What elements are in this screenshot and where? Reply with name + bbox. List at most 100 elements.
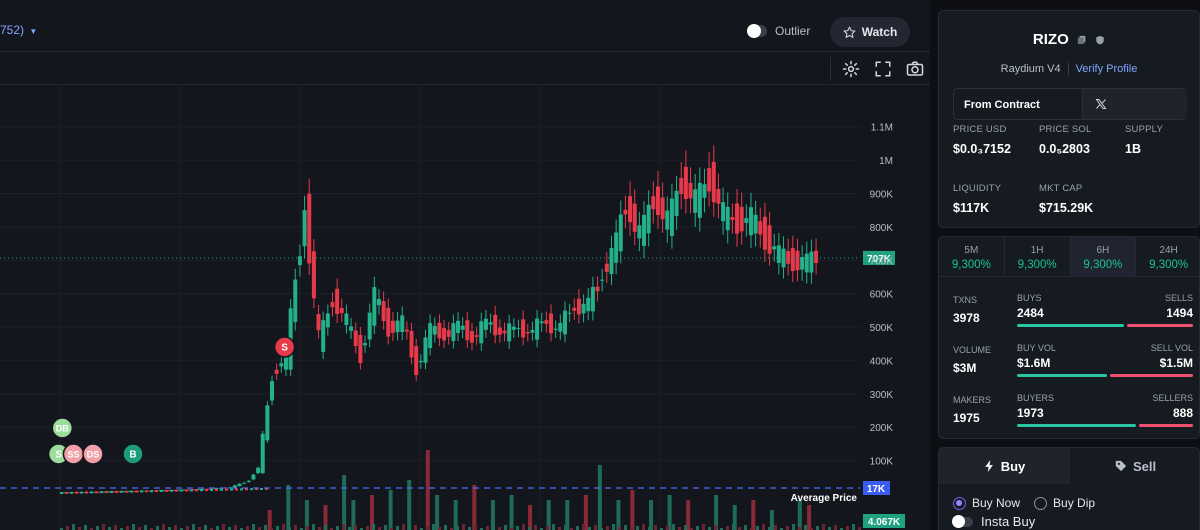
volume-bar [751,500,756,530]
settings-icon[interactable] [842,60,860,78]
volume-bar [750,528,753,530]
candle-body [525,332,530,334]
buy-tab[interactable]: Buy [939,448,1070,484]
candle-body [586,297,591,312]
volume-label: VOLUME [953,345,992,355]
verify-profile-link[interactable]: Verify Profile [1075,63,1138,75]
buy-vol-bar-fill [1017,374,1107,377]
x-social-button[interactable] [1082,89,1187,119]
candle-body [335,288,340,314]
volume-bar [786,526,789,530]
volume-bar [846,526,849,530]
candle-body [516,328,521,330]
volume-bar [797,500,802,530]
candle-body [511,326,516,330]
volume-bar [425,450,430,530]
copy-icon[interactable] [1077,35,1087,45]
volume-bar [252,524,255,530]
volume-bar [66,526,69,530]
sells-value: 1494 [1166,306,1193,320]
volume-bar [102,524,105,530]
pair-selector[interactable]: 752) ▼ [0,23,37,37]
candle-body [293,279,298,322]
buy-dip-radio[interactable]: Buy Dip [1034,496,1095,510]
token-header: RIZO [939,31,1199,48]
volume-bar [388,490,393,530]
volume-bar [240,528,243,530]
candle-body [115,490,118,493]
volume-bar [490,500,495,530]
tab-24h[interactable]: 24H 9,300% [1136,237,1200,276]
tab-6h[interactable]: 6H 9,300% [1070,237,1137,276]
volume-bar [444,525,447,530]
supply-stat: SUPPLY 1B [1125,124,1163,156]
camera-icon[interactable] [905,60,925,78]
candle-body [418,360,423,363]
tab-pct: 9,300% [1017,259,1057,271]
tab-5m[interactable]: 5M 9,300% [939,237,1005,276]
volume-bar [267,510,272,530]
candle-body [567,312,572,314]
volume-bar [472,485,477,530]
volume-tag [863,514,905,528]
sell-tab[interactable]: Sell [1070,448,1200,484]
volume-bar [432,524,435,530]
candles [60,145,819,494]
candle-body [707,168,712,192]
insta-buy-toggle[interactable] [952,514,973,528]
candle-body [195,489,198,492]
candle-body [246,480,251,482]
price-axis: 1.1M 1M 900K 800K 700K 600K 500K 400K 300K 200K 10… [870,123,894,468]
tab-1h[interactable]: 1H 9,300% [1005,237,1071,276]
volume-bar [276,526,279,530]
volume-bar [294,525,297,530]
mktcap-label: MKT CAP [1039,183,1083,194]
volume-bar [720,528,723,530]
side-panel: RIZO Raydium V4 Verify Profile From Contr… [938,0,1200,530]
candle-body [549,313,554,334]
volume-bar [120,528,123,530]
candle-body [711,161,716,203]
supply-value: 1B [1125,142,1141,156]
candle-body [479,321,484,344]
buy-sell-vol-metric: BUY VOL SELL VOL $1.6M $1.5M [1017,343,1193,377]
marker-circle [82,443,104,465]
y-tick-label: 300K [870,390,894,401]
volume-bar [180,528,183,530]
volume-bar [354,525,357,530]
candle-body [632,203,637,232]
sell-vol-label: SELL VOL [1150,343,1193,353]
volume-bar [78,527,81,530]
price-sol-label: PRICE SOL [1039,124,1092,135]
price-chart[interactable]: 707K 17K Average Price 4.067K 1.1M 1M 900K 800… [0,86,930,530]
candle-body [311,251,316,299]
volume-bar [192,524,195,530]
fullscreen-icon[interactable] [874,60,892,78]
outlier-toggle[interactable] [747,24,767,38]
buy-now-radio[interactable]: Buy Now [953,496,1020,510]
candle-body [80,491,83,494]
toggle-knob [747,24,761,38]
candle-body [330,302,335,308]
volume-bar [564,525,567,530]
candle-body [376,298,381,306]
volume-bar [667,495,672,530]
volume-bar [570,528,573,530]
trading-stats-card: 5M 9,300% 1H 9,300% 6H 9,300% 24H 9,300% TXN… [938,236,1200,439]
volume-bar [792,524,795,530]
marker-label: DS [87,450,100,460]
watch-button[interactable]: Watch [830,17,910,47]
candle-body [102,491,107,493]
candle-body [210,488,213,491]
candle-body [702,184,707,198]
candle-body [423,337,428,363]
volume-bar [348,527,351,530]
candle-body [265,487,268,490]
volume-bar [60,528,63,530]
volume-bar [618,527,621,530]
candle-body [572,307,577,311]
candle-body [251,474,256,480]
shield-icon[interactable] [1095,35,1105,45]
tab-label: 5M [964,245,979,256]
volume-bar [453,500,458,530]
